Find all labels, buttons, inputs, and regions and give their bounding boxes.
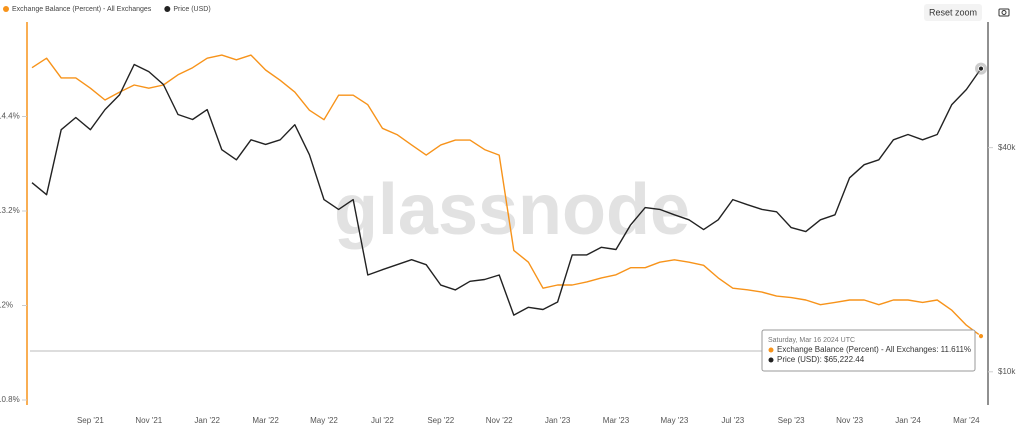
series-line (31, 63, 982, 316)
x-tick-label: Jul '23 (721, 416, 744, 425)
y-tick-label: 13.2% (0, 206, 20, 215)
x-tick-label: Sep '23 (778, 416, 805, 425)
hover-point (978, 333, 984, 340)
y-tick-label: 10.8% (0, 395, 20, 404)
camera-icon[interactable] (998, 8, 1010, 17)
y2-tick-label: $40k (998, 143, 1016, 152)
legend-dot (3, 6, 9, 12)
tooltip-box (761, 329, 976, 372)
y-tick-label: 12% (0, 301, 13, 310)
y-tick-label: 14.4% (0, 112, 20, 121)
x-tick-label: May '22 (310, 416, 338, 425)
x-tick-label: Jan '23 (545, 416, 571, 425)
x-tick-label: Jul '22 (371, 416, 394, 425)
x-tick-label: May '23 (661, 416, 689, 425)
x-tick-label: Nov '23 (836, 416, 863, 425)
series-line (31, 54, 982, 337)
reset-zoom-label[interactable]: Reset zoom (929, 7, 977, 17)
x-tick-label: Sep '21 (77, 416, 104, 425)
legend-label: Price (USD) (173, 6, 210, 13)
x-tick-label: Jan '22 (194, 416, 220, 425)
x-tick-label: Nov '21 (135, 416, 162, 425)
y2-tick-label: $10k (998, 367, 1016, 376)
x-tick-label: Sep '22 (427, 416, 454, 425)
x-tick-label: Mar '23 (603, 416, 630, 425)
reset-zoom-button[interactable] (924, 4, 982, 21)
hover-point (978, 65, 984, 72)
tooltip-row: Exchange Balance (Percent) - All Exchang… (777, 345, 971, 354)
tooltip-row: Price (USD): $65,222.44 (777, 355, 865, 364)
tooltip: Saturday, Mar 16 2024 UTC Exchange Balan… (761, 329, 976, 372)
tooltip-date: Saturday, Mar 16 2024 UTC (768, 337, 855, 344)
x-tick-label: Nov '22 (486, 416, 513, 425)
tooltip-dot (768, 347, 774, 353)
tooltip-dot (768, 357, 774, 363)
legend: Exchange Balance (Percent) - All Exchang… (3, 6, 211, 13)
x-tick-label: Mar '24 (953, 416, 980, 425)
legend-label: Exchange Balance (Percent) - All Exchang… (12, 6, 152, 13)
legend-dot (164, 6, 171, 12)
x-tick-label: Jan '24 (895, 416, 921, 425)
x-tick-label: Mar '22 (252, 416, 279, 425)
